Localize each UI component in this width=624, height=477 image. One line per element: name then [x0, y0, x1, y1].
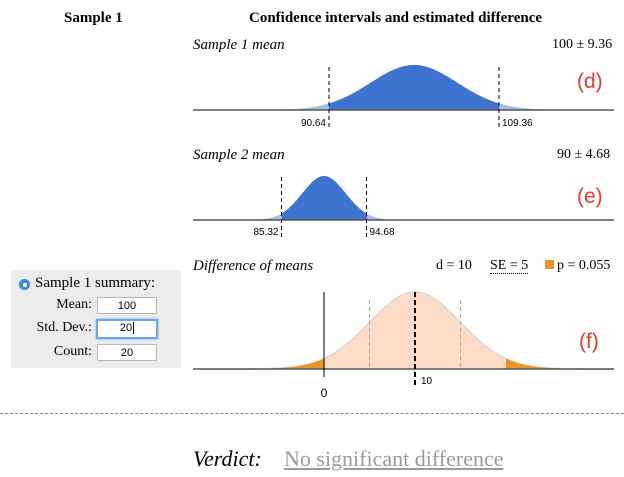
difference-right-tail	[506, 358, 614, 369]
plot-letter-d: (d)	[577, 70, 603, 93]
plot-letter-e: (e)	[577, 185, 603, 208]
plots-svg: 90.64 109.36 85.32 94.68 0 10	[193, 65, 614, 400]
sample-1-lower-label: 90.64	[301, 118, 326, 129]
verdict-link[interactable]: No significant difference	[284, 446, 504, 471]
count-label: Count:	[53, 344, 92, 359]
summary-radio[interactable]	[19, 279, 30, 290]
sample-1-plot: 90.64 109.36	[193, 65, 614, 129]
sample-1-mean-summary: 100 ± 9.36	[552, 37, 613, 52]
difference-p-legend: p = 0.055	[545, 258, 610, 274]
ci-title: Confidence intervals and estimated diffe…	[249, 10, 543, 26]
separator	[0, 413, 624, 414]
verdict-label: Verdict:	[193, 446, 262, 471]
sample-2-mean-title: Sample 2 mean	[193, 147, 285, 163]
difference-d: d = 10	[436, 258, 472, 273]
difference-title: Difference of means	[193, 258, 314, 274]
count-input[interactable]: 20	[97, 344, 157, 361]
mean-label: Mean:	[56, 297, 92, 312]
sample-2-lower-label: 85.32	[253, 227, 278, 238]
difference-se[interactable]: SE = 5	[490, 258, 529, 274]
text-cursor	[133, 322, 135, 334]
sample-2-upper-label: 94.68	[370, 227, 395, 238]
sd-value: 20	[119, 322, 133, 334]
difference-plot: 0 10	[193, 291, 614, 400]
summary-panel: Sample 1 summary: Mean: 100 Std. Dev.: 2…	[11, 270, 181, 368]
sample-2-curve-ci	[282, 176, 367, 220]
sample-2-plot: 85.32 94.68	[193, 176, 614, 238]
sample-1-curve-ci	[329, 65, 499, 110]
p-color-swatch	[545, 260, 554, 269]
sample-1-mean-title: Sample 1 mean	[193, 37, 285, 53]
summary-label: Sample 1 summary:	[35, 275, 155, 291]
sample-1-upper-label: 109.36	[502, 118, 533, 129]
sample-1-title: Sample 1	[64, 10, 123, 26]
difference-p: p = 0.055	[557, 258, 611, 273]
mean-input[interactable]: 100	[97, 297, 157, 314]
plot-letter-f: (f)	[579, 330, 599, 353]
difference-curve	[200, 292, 614, 369]
difference-d-label: 10	[421, 376, 433, 387]
sd-input[interactable]: 20	[96, 319, 158, 339]
difference-left-tail	[200, 358, 324, 369]
difference-zero-label: 0	[321, 386, 328, 400]
sd-label: Std. Dev.:	[36, 320, 92, 335]
sample-2-mean-summary: 90 ± 4.68	[557, 147, 611, 162]
